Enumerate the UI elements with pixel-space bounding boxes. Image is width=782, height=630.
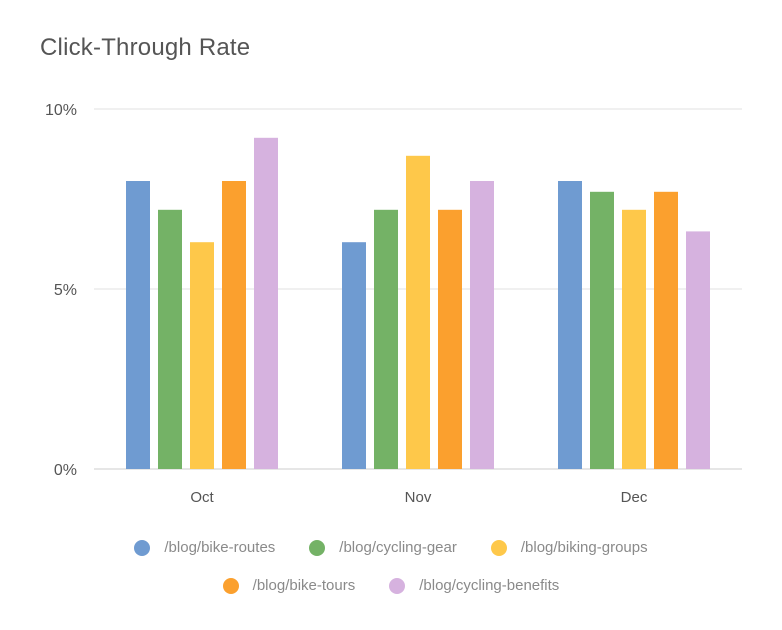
legend-swatch — [309, 539, 326, 556]
legend-swatch — [389, 577, 406, 594]
legend-row-2: /blog/bike-tours /blog/cycling-benefits — [0, 577, 782, 594]
legend-item[interactable]: /blog/bike-routes — [134, 539, 275, 556]
bar[interactable] — [222, 181, 246, 469]
bar[interactable] — [558, 181, 582, 469]
y-tick-label: 5% — [54, 282, 77, 299]
bar[interactable] — [342, 242, 366, 469]
bar[interactable] — [590, 191, 614, 470]
legend-label: /blog/cycling-gear — [339, 539, 457, 556]
legend-swatch — [490, 539, 507, 556]
bar[interactable] — [158, 209, 182, 470]
legend-item[interactable]: /blog/bike-tours — [222, 577, 356, 594]
legend-label: /blog/bike-tours — [252, 577, 356, 594]
bar[interactable] — [126, 181, 150, 469]
legend-swatch — [222, 577, 239, 594]
legend-item[interactable]: /blog/biking-groups — [490, 539, 648, 556]
bars-layer — [126, 137, 710, 470]
y-tick-label: 0% — [54, 462, 77, 479]
bar[interactable] — [374, 209, 398, 470]
legend-item[interactable]: /blog/cycling-benefits — [389, 577, 559, 594]
legend-label: /blog/biking-groups — [520, 539, 648, 556]
x-tick-label: Nov — [405, 489, 432, 506]
legend-label: /blog/bike-routes — [164, 539, 276, 556]
y-tick-label: 10% — [45, 102, 77, 119]
bar[interactable] — [406, 155, 430, 470]
chart-title: Click-Through Rate — [40, 34, 251, 61]
legend-row-1: /blog/bike-routes /blog/cycling-gear /bl… — [0, 539, 782, 556]
axis-labels-layer: 0% 5% 10% Oct Nov Dec — [45, 102, 648, 506]
legend-label: /blog/cycling-benefits — [419, 577, 560, 594]
bar[interactable] — [622, 209, 646, 470]
legend-swatch — [134, 539, 151, 556]
bar[interactable] — [654, 191, 678, 470]
x-tick-label: Dec — [621, 489, 648, 506]
x-tick-label: Oct — [190, 489, 214, 506]
bar[interactable] — [190, 242, 214, 469]
bar[interactable] — [438, 209, 462, 470]
bar[interactable] — [470, 181, 494, 469]
legend-item[interactable]: /blog/cycling-gear — [309, 539, 457, 556]
bar[interactable] — [686, 231, 710, 469]
bar[interactable] — [254, 137, 278, 470]
